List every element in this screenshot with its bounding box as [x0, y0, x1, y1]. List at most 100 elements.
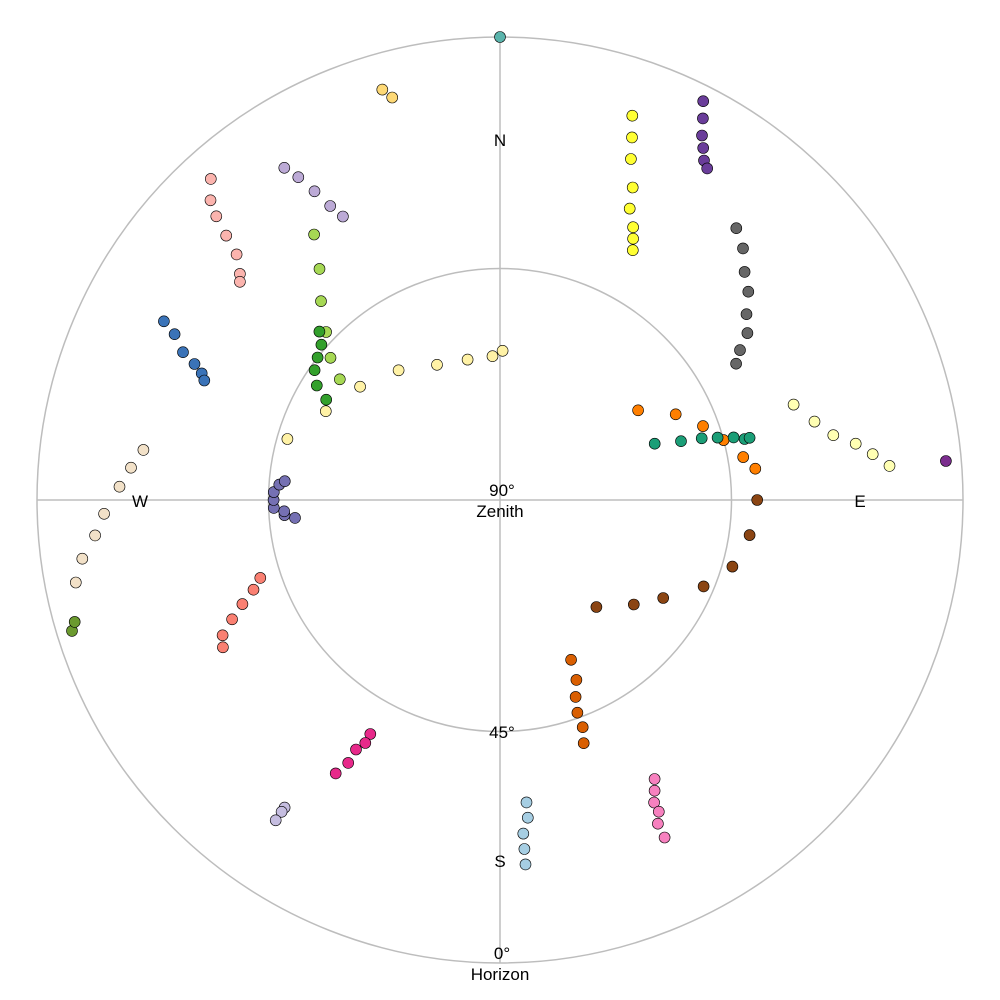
track-1-point-3 [697, 142, 710, 154]
east-label: E [854, 492, 865, 511]
track-21-point-3 [342, 757, 355, 769]
north-label: N [494, 131, 506, 150]
track-11-point-4 [431, 358, 443, 371]
west-label: W [132, 492, 148, 511]
track-23-point-4 [652, 817, 664, 830]
track-9-point-1 [76, 552, 89, 565]
track-11-point-5 [461, 353, 474, 366]
track-2-point-5 [627, 221, 639, 233]
track-5-point-6 [234, 275, 246, 288]
track-12-point-0 [787, 398, 800, 411]
track-18-point-5 [254, 572, 267, 584]
track-3-point-6 [734, 344, 746, 356]
track-6-point-2 [308, 185, 321, 198]
track-18-point-1 [216, 629, 229, 642]
track-20-point-0 [565, 653, 577, 666]
track-4-point-0 [376, 83, 389, 96]
track-23-point-5 [658, 831, 671, 844]
track-23-point-2 [648, 796, 660, 809]
track-1-point-5 [701, 162, 714, 175]
track-10-point-2 [308, 364, 321, 377]
track-14-point-6 [751, 494, 764, 506]
horizon-name-label: Horizon [471, 965, 530, 984]
track-16-point-0 [648, 437, 661, 450]
track-0-point-0 [494, 31, 506, 43]
track-16-point-3 [711, 431, 724, 444]
track-10-point-4 [315, 338, 328, 351]
track-1-point-2 [696, 129, 708, 142]
track-7-point-5 [198, 374, 211, 387]
track-10-point-5 [313, 325, 326, 338]
track-3-point-1 [737, 242, 749, 255]
track-9-point-4 [113, 480, 126, 493]
track-12-point-3 [849, 437, 862, 450]
track-11-point-3 [392, 364, 405, 377]
track-9-point-6 [137, 444, 150, 456]
track-15-point-1 [669, 408, 682, 421]
track-9-point-5 [125, 461, 137, 474]
track-12-point-4 [866, 448, 879, 461]
track-12-point-1 [808, 415, 821, 428]
satellite-tracks [66, 31, 952, 871]
track-2-point-4 [623, 202, 636, 215]
track-7-point-2 [177, 346, 189, 359]
track-14-point-2 [657, 592, 670, 604]
track-12-point-2 [827, 429, 840, 442]
track-15-point-2 [697, 420, 709, 432]
track-14-point-5 [743, 529, 756, 541]
track-2-point-7 [626, 244, 639, 256]
track-21-point-4 [329, 767, 342, 780]
track-7-point-0 [158, 315, 170, 328]
track-3-point-7 [730, 357, 742, 370]
track-16-point-4 [727, 431, 740, 444]
track-24-point-1 [275, 805, 288, 818]
track-5-point-0 [205, 173, 217, 185]
track-7-point-1 [168, 328, 181, 341]
track-5-point-4 [230, 248, 243, 261]
track-11-point-0 [281, 433, 294, 445]
track-20-point-4 [576, 721, 589, 734]
track-14-point-3 [697, 580, 710, 593]
track-22-point-1 [521, 811, 534, 824]
track-23-point-3 [652, 805, 665, 818]
track-20-point-2 [569, 691, 582, 703]
track-16-point-1 [675, 435, 687, 448]
track-11-point-2 [354, 380, 366, 393]
track-3-point-5 [741, 327, 754, 339]
track-18-point-3 [236, 598, 249, 610]
track-7-point-3 [188, 358, 201, 370]
zenith-value-label: 90° [489, 481, 515, 500]
track-16-point-6 [743, 431, 756, 444]
track-1-point-0 [697, 95, 710, 107]
track-5-point-1 [204, 194, 217, 207]
track-15-point-4 [737, 451, 750, 463]
track-6-point-1 [292, 171, 305, 183]
track-3-point-3 [742, 285, 755, 298]
track-10-point-0 [320, 393, 333, 406]
horizon-value-label: 0° [494, 944, 510, 963]
track-19-point-1 [68, 616, 81, 628]
track-16-point-2 [695, 432, 708, 445]
track-5-point-2 [210, 210, 223, 223]
track-4-point-1 [386, 91, 399, 104]
track-3-point-2 [738, 266, 751, 278]
track-11-point-6 [486, 350, 499, 363]
track-2-point-6 [627, 232, 639, 245]
track-9-point-3 [98, 507, 110, 520]
track-9-point-2 [89, 529, 101, 542]
track-2-point-3 [626, 181, 639, 194]
track-23-point-0 [648, 773, 661, 785]
track-14-point-1 [627, 598, 640, 611]
track-10-point-1 [310, 379, 323, 392]
track-17-point-2 [278, 505, 291, 518]
track-23-point-1 [648, 784, 661, 797]
track-21-point-0 [364, 728, 377, 740]
track-22-point-3 [518, 843, 531, 855]
track-17-point-7 [278, 475, 291, 488]
track-20-point-1 [570, 674, 583, 686]
track-11-point-7 [496, 344, 509, 357]
track-18-point-0 [217, 641, 229, 654]
track-12-point-5 [883, 460, 896, 472]
elevation-45-label: 45° [489, 723, 515, 742]
track-11-point-1 [319, 405, 332, 418]
